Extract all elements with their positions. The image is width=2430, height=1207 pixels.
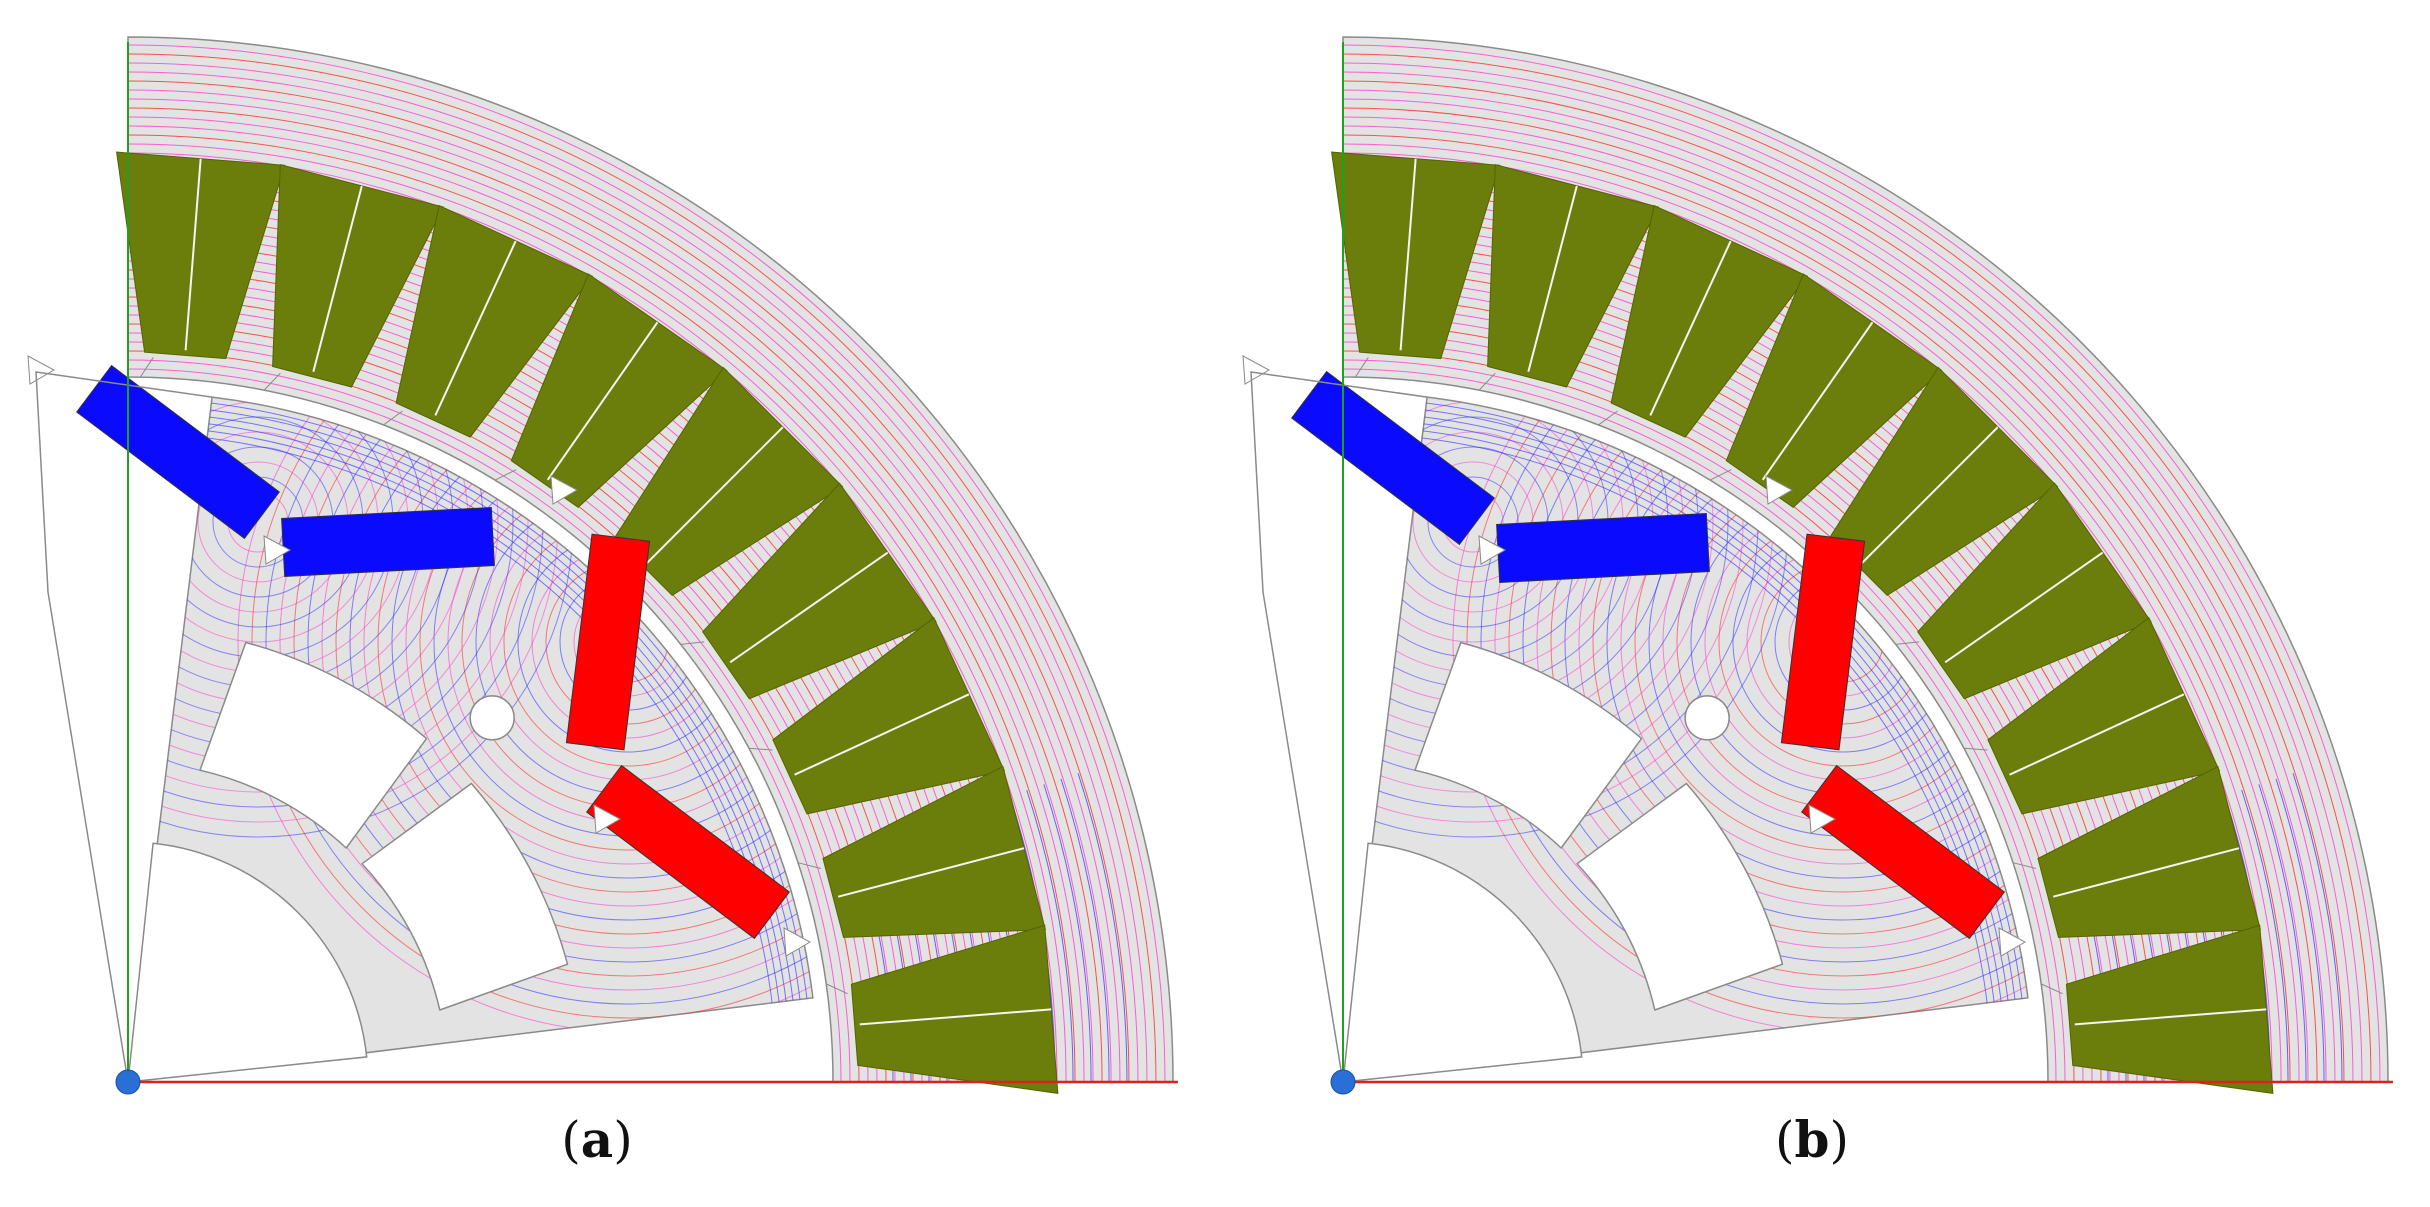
origin-dot	[1330, 1069, 1356, 1095]
panel-b: (b)	[1215, 0, 2430, 1207]
magnet-south-inner	[281, 506, 495, 578]
rotor-edge	[35, 371, 213, 1083]
panel-a: (a)	[27, 36, 1178, 1169]
winding-divider	[184, 158, 202, 351]
slot-opening	[748, 747, 773, 751]
magnet-south-inner	[1496, 512, 1710, 584]
flux-barrier	[1765, 475, 1794, 505]
lightening-hole	[1576, 782, 1784, 1011]
winding-divider	[837, 847, 1025, 898]
winding-divider	[646, 426, 784, 564]
stator	[116, 36, 1174, 1094]
caption-label-b: b	[1794, 1110, 1830, 1169]
slot-opening	[383, 410, 403, 426]
winding-divider	[434, 240, 517, 416]
flux-barrier	[783, 927, 812, 957]
stator	[1331, 36, 2389, 1094]
stator-windings	[116, 151, 1059, 1094]
flux-barrier	[1808, 804, 1837, 834]
magnet-north-outer	[1801, 764, 2005, 940]
lightening-hole	[199, 641, 428, 849]
slot-opening	[2040, 983, 2063, 995]
flux-barrier	[1998, 927, 2027, 957]
flux-barrier	[550, 475, 579, 505]
winding-divider	[1649, 240, 1732, 416]
winding-divider	[1944, 551, 2104, 664]
winding-divider	[859, 1008, 1052, 1026]
magnet-north-inner	[565, 533, 651, 751]
motor-diagram-a	[27, 36, 1178, 1095]
slot-opening	[825, 983, 848, 995]
slot-opening	[1895, 641, 1920, 645]
winding-divider	[1527, 185, 1578, 373]
flux-barrier	[27, 355, 56, 385]
winding-divider	[2009, 693, 2185, 776]
winding-divider	[1861, 426, 1999, 564]
slot-opening	[1598, 410, 1618, 426]
origin-dot	[115, 1069, 141, 1095]
motor-diagram-b	[1242, 36, 2393, 1095]
slot-opening	[1963, 747, 1988, 751]
slot-opening	[263, 372, 281, 391]
winding-slot	[2065, 924, 2274, 1094]
axes	[115, 42, 1178, 1095]
winding-slot	[850, 924, 1059, 1094]
winding-divider	[2052, 847, 2240, 898]
flux-barrier	[1242, 355, 1271, 385]
rotor	[27, 355, 814, 1083]
winding-divider	[729, 551, 889, 664]
rivet-hole	[469, 695, 515, 741]
flux-barrier	[1478, 535, 1507, 565]
shaft-cutout	[127, 842, 368, 1083]
caption-label-a: a	[580, 1110, 614, 1169]
shaft-cutout	[1342, 842, 1583, 1083]
lightening-hole	[1414, 641, 1643, 849]
flux-barrier	[593, 804, 622, 834]
slot-opening	[139, 357, 154, 378]
caption-b: (b)	[1775, 1110, 1849, 1169]
winding-divider	[2074, 1008, 2267, 1026]
winding-divider	[546, 321, 659, 481]
winding-divider	[312, 185, 363, 373]
magnet-north-inner	[1780, 533, 1866, 751]
slot-opening	[1709, 469, 1732, 481]
lightening-hole	[361, 782, 569, 1011]
magnet-north-outer	[586, 764, 790, 940]
slot-opening	[797, 862, 821, 870]
winding-divider	[1399, 158, 1417, 351]
stator-windings	[1331, 151, 2274, 1094]
winding-divider	[1761, 321, 1874, 481]
slot-opening	[1354, 357, 1369, 378]
caption-a: (a)	[561, 1110, 633, 1169]
flux-barrier	[263, 535, 292, 565]
slot-opening	[1478, 372, 1496, 391]
slot-opening	[494, 469, 517, 481]
slot-opening	[2012, 862, 2036, 870]
axes	[1330, 42, 2393, 1095]
winding-divider	[794, 693, 970, 776]
slot-opening	[680, 641, 705, 645]
rivet-hole	[1684, 695, 1730, 741]
rotor-edge	[1250, 371, 1428, 1083]
